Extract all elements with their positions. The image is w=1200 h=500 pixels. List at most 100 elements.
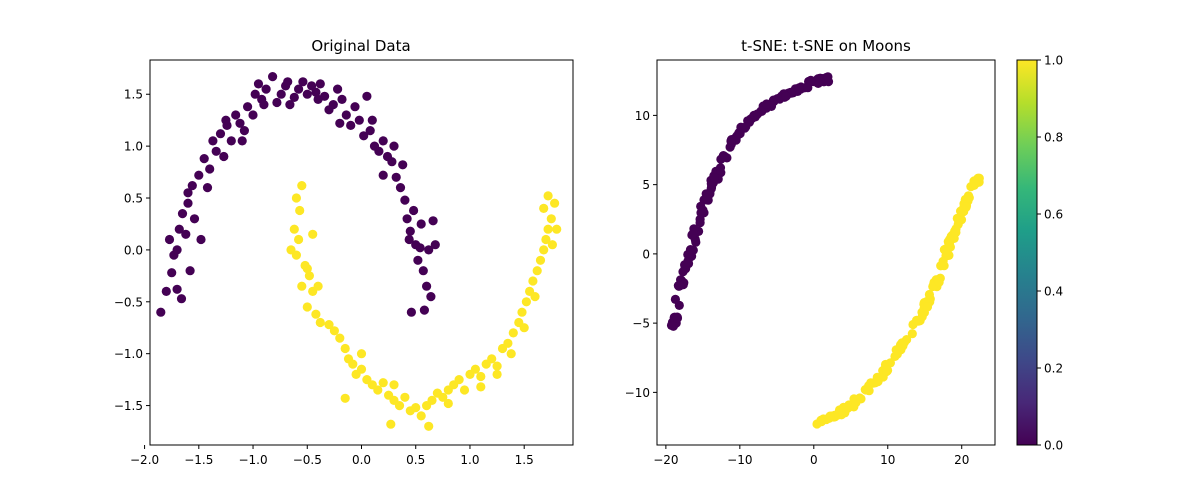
data-point bbox=[539, 203, 549, 213]
x-tick-label: 0.0 bbox=[352, 453, 371, 467]
data-point bbox=[459, 385, 470, 395]
data-point bbox=[702, 193, 712, 203]
colorbar-gradient bbox=[1016, 59, 1038, 446]
data-point bbox=[333, 84, 343, 94]
data-point bbox=[183, 188, 193, 198]
x-tick-label: 0 bbox=[810, 453, 818, 467]
data-point bbox=[907, 329, 917, 339]
y-tick-label: 5 bbox=[642, 178, 650, 192]
data-point bbox=[302, 89, 312, 99]
data-point bbox=[941, 247, 951, 257]
data-point bbox=[476, 382, 486, 392]
data-point bbox=[519, 323, 529, 333]
data-point bbox=[816, 417, 827, 427]
data-point bbox=[181, 229, 191, 239]
x-tick-label: 1.5 bbox=[515, 453, 534, 467]
data-point bbox=[237, 136, 247, 146]
data-point bbox=[813, 78, 823, 88]
data-point bbox=[741, 122, 751, 132]
data-point bbox=[709, 173, 720, 183]
data-point bbox=[356, 349, 367, 359]
data-point bbox=[313, 281, 323, 291]
y-tick-label: 1.5 bbox=[124, 88, 143, 102]
data-point bbox=[685, 245, 696, 255]
data-point bbox=[398, 160, 408, 170]
data-point bbox=[387, 157, 397, 167]
data-point bbox=[823, 72, 833, 82]
colorbar: 0.0 0.2 0.4 0.6 0.8 1.0 bbox=[1016, 54, 1063, 453]
data-point bbox=[313, 94, 323, 104]
data-point bbox=[226, 136, 236, 146]
data-point bbox=[543, 191, 553, 201]
data-point bbox=[539, 245, 549, 255]
data-point bbox=[687, 230, 697, 240]
data-point bbox=[391, 172, 401, 182]
data-point bbox=[842, 403, 852, 413]
data-point bbox=[365, 126, 375, 136]
data-point bbox=[189, 214, 200, 224]
data-point bbox=[411, 403, 421, 413]
y-tick-label: 0.0 bbox=[124, 243, 143, 257]
data-point bbox=[400, 195, 410, 205]
data-point bbox=[308, 229, 318, 239]
data-point bbox=[185, 266, 195, 276]
data-point bbox=[405, 226, 415, 236]
y-tick-label: −0.5 bbox=[114, 295, 143, 309]
data-point bbox=[302, 302, 312, 312]
data-point bbox=[416, 219, 426, 229]
data-point bbox=[187, 181, 197, 191]
data-point bbox=[202, 183, 213, 193]
data-point bbox=[250, 89, 260, 99]
data-point bbox=[541, 234, 551, 245]
data-point bbox=[402, 214, 412, 224]
x-tick-label: 1.0 bbox=[460, 453, 479, 467]
data-point bbox=[367, 115, 377, 125]
x-tick-label: 10 bbox=[880, 453, 895, 467]
data-point bbox=[389, 380, 399, 390]
data-point bbox=[373, 385, 383, 395]
data-point bbox=[726, 135, 737, 145]
data-point bbox=[389, 141, 399, 151]
y-tick-label: 1.0 bbox=[124, 140, 143, 154]
data-point bbox=[424, 245, 434, 255]
data-point bbox=[517, 307, 527, 317]
data-point bbox=[315, 79, 325, 89]
y-tick-label: −5 bbox=[632, 317, 650, 331]
data-point bbox=[864, 381, 874, 391]
y-tick-label: 0 bbox=[642, 247, 650, 261]
data-point bbox=[543, 224, 553, 234]
x-tick-label: −2.0 bbox=[130, 453, 159, 467]
data-point bbox=[259, 100, 269, 110]
data-point bbox=[172, 284, 182, 294]
data-point bbox=[341, 110, 351, 120]
data-point bbox=[672, 313, 683, 323]
data-point bbox=[675, 281, 685, 291]
colorbar-tick-label: 1.0 bbox=[1044, 54, 1063, 68]
data-point bbox=[416, 411, 426, 421]
y-tick-label: −10 bbox=[625, 386, 650, 400]
x-tick-label: 20 bbox=[954, 453, 969, 467]
data-point bbox=[219, 151, 229, 162]
data-point bbox=[718, 151, 729, 161]
data-point bbox=[428, 216, 438, 226]
data-point bbox=[302, 264, 312, 274]
data-point bbox=[295, 205, 305, 216]
data-point bbox=[298, 77, 308, 87]
data-point bbox=[413, 255, 423, 265]
data-point bbox=[291, 193, 301, 203]
scatter-points bbox=[156, 72, 562, 431]
data-point bbox=[340, 393, 350, 403]
data-point bbox=[231, 110, 241, 120]
tsne-plot: t-SNE: t-SNE on Moons −20 −10 0 10 20 −10 −5 0 5… bbox=[625, 37, 996, 467]
data-point bbox=[404, 234, 414, 245]
data-point bbox=[698, 205, 708, 215]
data-point bbox=[164, 234, 175, 245]
data-point bbox=[535, 255, 546, 265]
data-point bbox=[419, 305, 429, 315]
data-point bbox=[337, 94, 347, 104]
data-point bbox=[335, 118, 345, 128]
data-point bbox=[176, 294, 187, 304]
data-point bbox=[315, 317, 325, 328]
data-point bbox=[873, 377, 883, 387]
data-point bbox=[964, 193, 974, 203]
